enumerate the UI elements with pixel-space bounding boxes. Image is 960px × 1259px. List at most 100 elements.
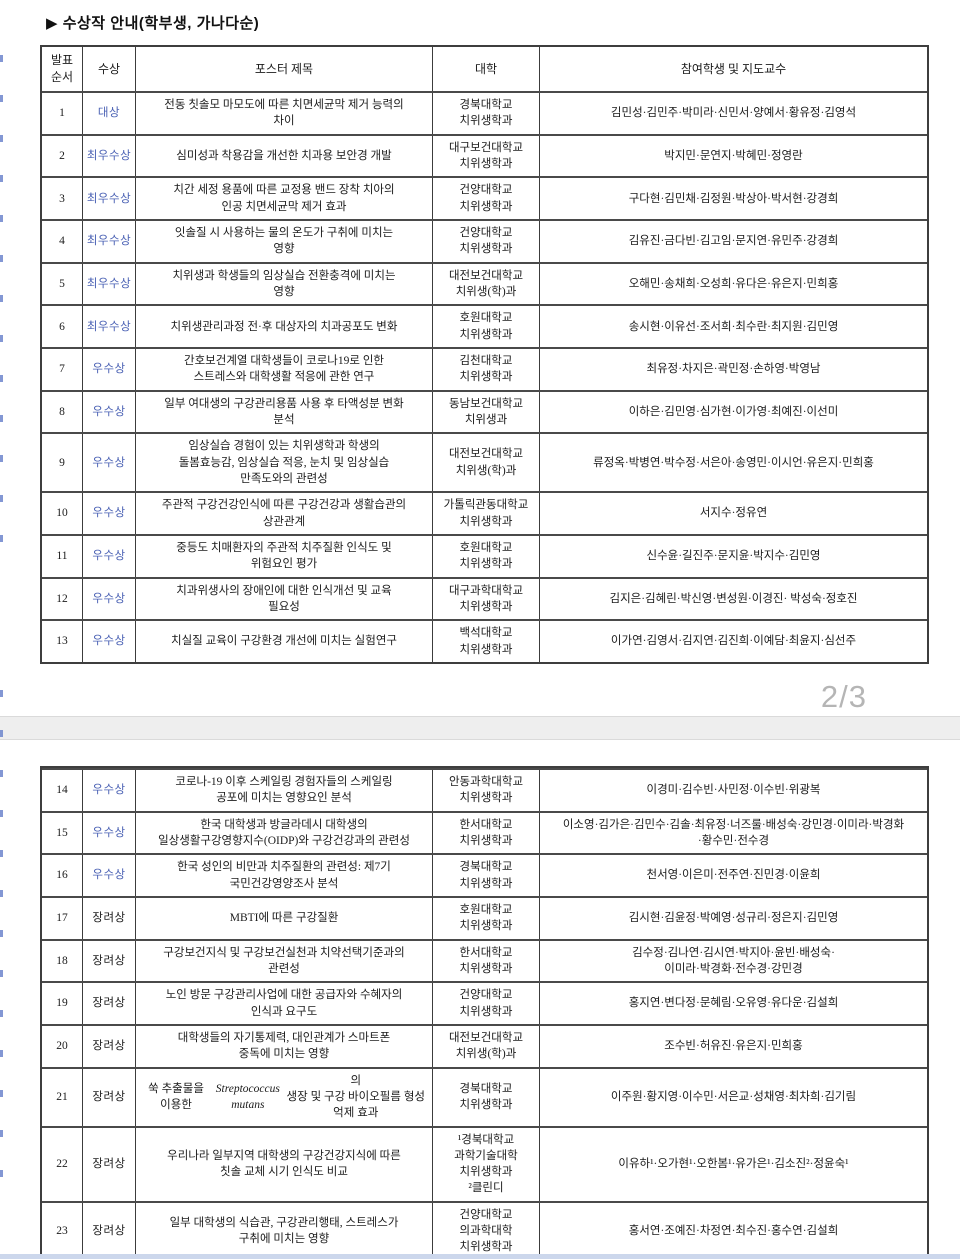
cell-award: 우수상 <box>82 349 135 390</box>
cell-title: 심미성과 착용감을 개선한 치과용 보안경 개발 <box>135 135 432 177</box>
scan-artifact-left-edge <box>0 690 3 1210</box>
cell-title: 한국 성인의 비만과 치주질환의 관련성: 제7기 국민건강영양조사 분석 <box>135 855 432 896</box>
table-row: 11 우수상 중등도 치매환자의 주관적 치주질환 인식도 및 위험요인 평가 호원대… <box>42 533 927 577</box>
table-row: 18 장려상 구강보건지식 및 구강보건실천과 치약선택기준과의 관련성 한서대학교 … <box>42 938 927 982</box>
cell-university: 건양대학교 치위생학과 <box>432 983 539 1024</box>
cell-participants: 이하은·김민영·심가현·이가영·최예진·이선미 <box>539 391 927 433</box>
cell-award: 최우수상 <box>82 135 135 177</box>
cell-order: 15 <box>56 826 68 839</box>
cell-participants: 이유하¹·오가현¹·오한봄¹·유가은¹·김소진²·정윤숙¹ <box>539 1127 927 1201</box>
cell-title: 중등도 치매환자의 주관적 치주질환 인식도 및 위험요인 평가 <box>135 535 432 577</box>
cell-award: 최우수상 <box>82 221 135 262</box>
cell-title: 코로나-19 이후 스케일링 경험자들의 스케일링 공포에 미치는 영향요인 분… <box>135 769 432 811</box>
cell-participants: 구다현·김민채·김정원·박상아·박서현·강경희 <box>539 178 927 220</box>
cell-participants: 천서영·이은미·전주연·진민경·이윤희 <box>539 855 927 896</box>
cell-title: 일부 대학생의 식습관, 구강관리행태, 스트레스가 구취에 미치는 영향 <box>135 1202 432 1259</box>
table-row: 19 장려상 노인 방문 구강관리사업에 대한 공급자와 수혜자의 인식과 요구도 건… <box>42 981 927 1024</box>
header-cell-presentation-order: 발표 순서 <box>50 53 74 85</box>
page-indicator: 2/3 <box>820 678 867 714</box>
cell-order: 21 <box>56 1090 68 1103</box>
cell-university: 경북대학교 치위생학과 <box>432 855 539 896</box>
header-cell-award: 수상 <box>82 47 135 92</box>
cell-title: 치간 세정 용품에 따른 교정용 밴드 장착 치아의 인공 치면세균막 제거 효… <box>135 178 432 220</box>
cell-order: 1 <box>59 107 65 120</box>
table-row: 2 최우수상 심미성과 착용감을 개선한 치과용 보안경 개발 대구보건대학교 치위생… <box>42 133 927 177</box>
table-row: 10 우수상 주관적 구강건강인식에 따른 구강건강과 생활습관의 상관관계 가톨릭관… <box>42 491 927 534</box>
cell-award: 최우수상 <box>82 306 135 347</box>
header-cell-university: 대학 <box>432 47 539 92</box>
cell-title: 한국 대학생과 방글라데시 대학생의 일상생활구강영향지수(OIDP)와 구강건… <box>135 812 432 854</box>
cell-university: 대전보건대학교 치위생(학)과 <box>432 434 539 492</box>
cell-participants: 최유정·차지은·곽민정·손하영·박영남 <box>539 349 927 390</box>
cell-participants: 오해민·송채희·오성희·유다은·유은지·민희홍 <box>539 263 927 305</box>
cell-order: 18 <box>56 954 68 967</box>
cell-university: 대전보건대학교 치위생(학)과 <box>432 263 539 305</box>
cell-participants: 김지은·김혜린·박신영·변성원·이경진· 박성숙·정호진 <box>539 578 927 620</box>
cell-order: 9 <box>59 456 65 469</box>
cell-award: 장려상 <box>82 897 135 939</box>
cell-university: 백석대학교 치위생학과 <box>432 621 539 662</box>
table-row: 22 장려상 우리나라 일부지역 대학생의 구강건강지식에 따른 칫솔 교체 시기 … <box>42 1125 927 1201</box>
cell-title: 치위생관리과정 전·후 대상자의 치과공포도 변화 <box>135 306 432 347</box>
table-row: 13 우수상 치실질 교육이 구강환경 개선에 미치는 실험연구 백석대학교 치위생학… <box>42 619 927 662</box>
cell-order: 4 <box>59 235 65 248</box>
cell-award: 장려상 <box>82 1127 135 1201</box>
cell-participants: 이가연·김영서·김지연·김진희·이예담·최윤지·심선주 <box>539 621 927 662</box>
header-cell-participants: 참여학생 및 지도교수 <box>539 47 927 92</box>
cell-order: 20 <box>56 1040 68 1053</box>
cell-participants: 김시현·김윤정·박예영·성규리·정은지·김민영 <box>539 897 927 939</box>
bottom-edge-line <box>0 1254 960 1259</box>
cell-university: 한서대학교 치위생학과 <box>432 940 539 982</box>
cell-order: 13 <box>56 635 68 648</box>
cell-participants: 이경미·김수빈·사민정·이수빈·위광복 <box>539 769 927 811</box>
cell-title: 쑥 추출물을 이용한 Streptococcus mutans 의 생장 및 구강… <box>135 1068 432 1126</box>
table-row: 4 최우수상 잇솔질 시 사용하는 물의 온도가 구취에 미치는 영향 건양대학교 치… <box>42 219 927 262</box>
cell-participants: 홍지연·변다정·문혜림·오유영·유다운·김설희 <box>539 983 927 1024</box>
cell-title: 간호보건계열 대학생들이 코로나19로 인한 스트레스와 대학생활 적응에 관한… <box>135 349 432 390</box>
cell-title: 대학생들의 자기통제력, 대인관계가 스마트폰 중독에 미치는 영향 <box>135 1025 432 1067</box>
cell-title: 잇솔질 시 사용하는 물의 온도가 구취에 미치는 영향 <box>135 221 432 262</box>
cell-university: 안동과학대학교 치위생학과 <box>432 769 539 811</box>
cell-order: 10 <box>56 507 68 520</box>
table-row: 3 최우수상 치간 세정 용품에 따른 교정용 밴드 장착 치아의 인공 치면세균막… <box>42 176 927 220</box>
awards-table-rows-1-13: 발표 순서 수상 포스터 제목 대학 참여학생 및 지도교수 1 대상 전동 칫솔모… <box>40 45 929 664</box>
cell-order: 23 <box>56 1225 68 1238</box>
table-row: 14 우수상 코로나-19 이후 스케일링 경험자들의 스케일링 공포에 미치는 영… <box>42 767 927 811</box>
cell-award: 우수상 <box>82 769 135 811</box>
cell-title: MBTI에 따른 구강질환 <box>135 897 432 939</box>
cell-university: 한서대학교 치위생학과 <box>432 812 539 854</box>
table-row: 21 장려상 쑥 추출물을 이용한 Streptococcus mutans 의 생장… <box>42 1066 927 1126</box>
cell-participants: 김유진·금다빈·김고임·문지연·유민주·강경희 <box>539 221 927 262</box>
cell-order: 3 <box>59 192 65 205</box>
cell-participants: 이소영·김가은·김민수·김솔·최유정·너즈룰·배성숙·강민경·이미라·박경화 ·… <box>539 812 927 854</box>
cell-order: 12 <box>56 592 68 605</box>
table-row: 8 우수상 일부 여대생의 구강관리용품 사용 후 타액성분 변화 분석 동남보건대학… <box>42 389 927 433</box>
cell-order: 22 <box>56 1157 68 1170</box>
table-row: 17 장려상 MBTI에 따른 구강질환 호원대학교 치위생학과 김시현·김윤정·박예영… <box>42 895 927 939</box>
cell-title: 구강보건지식 및 구강보건실천과 치약선택기준과의 관련성 <box>135 940 432 982</box>
table-row: 12 우수상 치과위생사의 장애인에 대한 인식개선 및 교육 필요성 대구과학대학교… <box>42 576 927 620</box>
table-row: 9 우수상 임상실습 경험이 있는 치위생학과 학생의 돌봄효능감, 임상실습 적응… <box>42 432 927 492</box>
page-title: ▶ 수상작 안내(학부생, 가나다순) <box>46 15 260 32</box>
cell-award: 장려상 <box>82 1202 135 1259</box>
cell-university: 호원대학교 치위생학과 <box>432 535 539 577</box>
awards-table-rows-14-26: 14 우수상 코로나-19 이후 스케일링 경험자들의 스케일링 공포에 미치는 영… <box>40 765 929 1259</box>
cell-order: 6 <box>59 320 65 333</box>
cell-university: 경북대학교 치위생학과 <box>432 1068 539 1126</box>
cell-university: ¹경북대학교 과학기술대학 치위생학과 ²클린디 <box>432 1127 539 1201</box>
cell-participants: 김수정·김나연·김시연·박지아·윤빈·배성숙· 이미라·박경화·전수경·강민경 <box>539 940 927 982</box>
cell-award: 장려상 <box>82 1068 135 1126</box>
cell-order: 19 <box>56 997 68 1010</box>
cell-award: 장려상 <box>82 983 135 1024</box>
cell-university: 대구과학대학교 치위생학과 <box>432 578 539 620</box>
cell-university: 대전보건대학교 치위생(학)과 <box>432 1025 539 1067</box>
cell-university: 대구보건대학교 치위생학과 <box>432 135 539 177</box>
cell-participants: 조수빈·허유진·유은지·민희홍 <box>539 1025 927 1067</box>
cell-title: 치위생과 학생들의 임상실습 전환충격에 미치는 영향 <box>135 263 432 305</box>
cell-participants: 홍서연·조예진·차정연·최수진·홍수연·김설희 <box>539 1202 927 1259</box>
cell-university: 건양대학교 치위생학과 <box>432 178 539 220</box>
cell-participants: 신수윤·길진주·문지윤·박지수·김민영 <box>539 535 927 577</box>
table-row: 5 최우수상 치위생과 학생들의 임상실습 전환충격에 미치는 영향 대전보건대학교 … <box>42 261 927 305</box>
cell-university: 가톨릭관동대학교 치위생학과 <box>432 493 539 534</box>
cell-title: 임상실습 경험이 있는 치위생학과 학생의 돌봄효능감, 임상실습 적응, 눈치… <box>135 434 432 492</box>
